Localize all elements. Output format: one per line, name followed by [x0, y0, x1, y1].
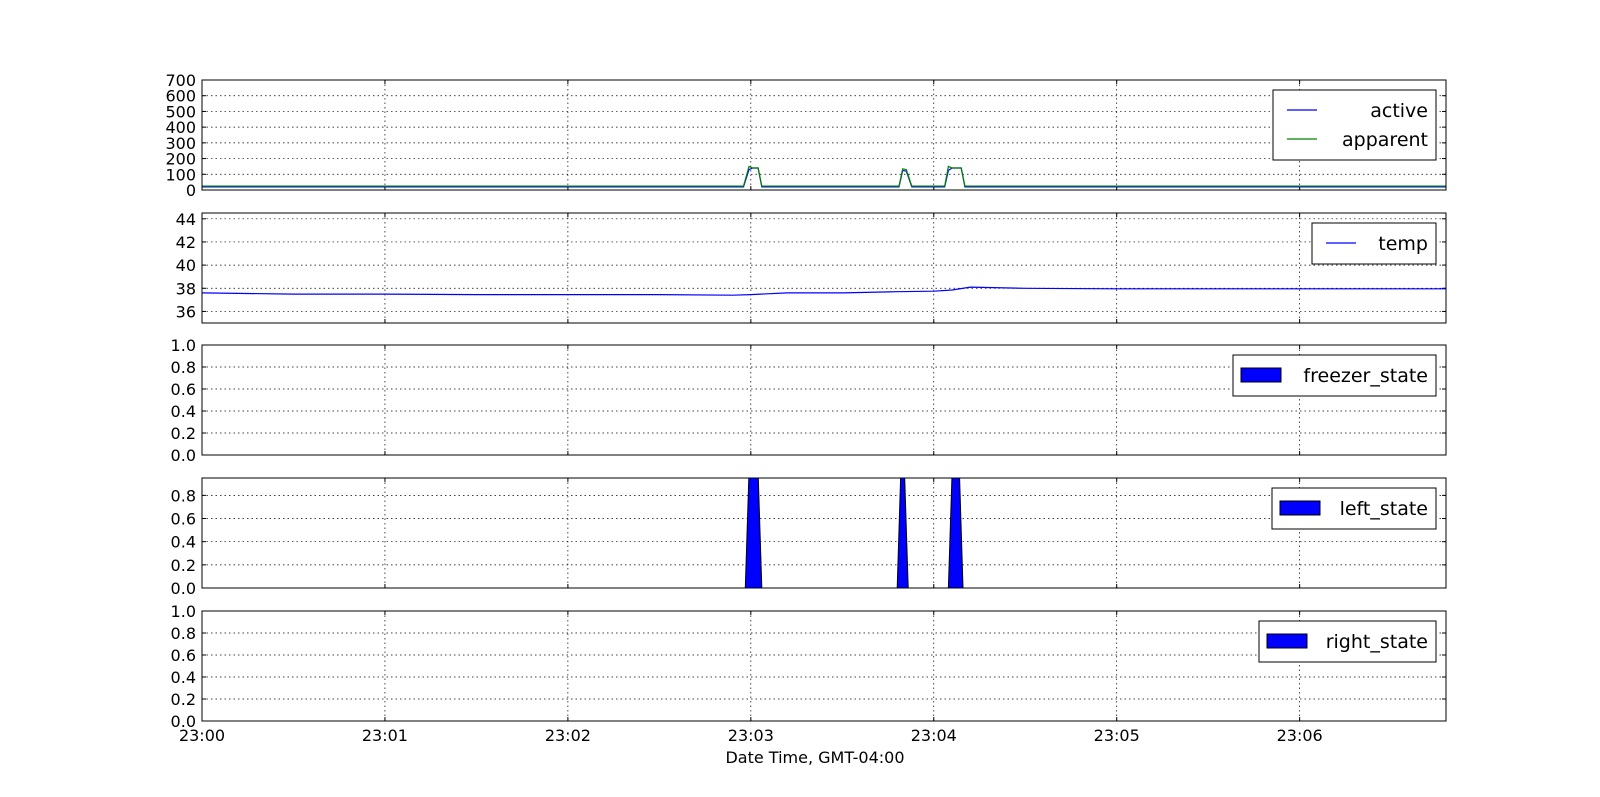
plot-area [202, 165, 1446, 188]
axes-frame [201, 344, 1447, 456]
legend: active apparent [1272, 89, 1437, 161]
plot-area [202, 478, 1446, 588]
y-tick-label: 40 [176, 256, 196, 275]
legend-label: apparent [1342, 129, 1428, 151]
legend-swatch [1279, 500, 1321, 516]
axes-frame [201, 477, 1447, 589]
x-tick-label: 23:03 [728, 726, 774, 745]
y-tick-label: 700 [165, 71, 196, 90]
y-tick-label: 0 [186, 181, 196, 200]
legend: right_state [1258, 620, 1437, 663]
x-tick-label: 23:06 [1277, 726, 1323, 745]
y-tick-label: 0.2 [171, 424, 196, 443]
y-tick-label: 400 [165, 118, 196, 137]
y-tick-label: 0.4 [171, 668, 196, 687]
subplot-2: 36 38 40 42 44 temp [176, 210, 1447, 324]
y-tick-label: 0.6 [171, 646, 196, 665]
y-tick-label: 0.2 [171, 690, 196, 709]
legend-label: active [1370, 100, 1428, 122]
legend-label: freezer_state [1303, 365, 1428, 387]
legend-label: left_state [1340, 498, 1428, 520]
y-tick-label: 600 [165, 87, 196, 106]
y-tick-label: 0.6 [171, 380, 196, 399]
series-area-left_state [202, 478, 1446, 588]
y-tick-label: 0.8 [171, 624, 196, 643]
y-tick-label: 0.4 [171, 533, 196, 552]
plot-area [202, 286, 1446, 296]
y-tick-label: 38 [176, 279, 196, 298]
x-tick-label: 23:05 [1094, 726, 1140, 745]
axes-frame [201, 212, 1447, 324]
legend: temp [1311, 222, 1437, 265]
y-tick-label: 1.0 [171, 602, 196, 621]
y-tick-label: 44 [176, 210, 196, 229]
y-tick-label: 200 [165, 150, 196, 169]
legend-label: temp [1378, 233, 1428, 255]
y-tick-label: 42 [176, 233, 196, 252]
y-tick-label: 0.8 [171, 358, 196, 377]
x-axis-label: Date Time, GMT-04:00 [725, 748, 904, 767]
y-tick-label: 0.0 [171, 446, 196, 465]
series-line-temp [202, 286, 1446, 296]
x-tick-labels: 23:00 23:01 23:02 23:03 23:04 23:05 23:06 [179, 726, 1323, 745]
legend: freezer_state [1232, 354, 1437, 397]
y-tick-label: 300 [165, 134, 196, 153]
y-tick-label: 0.8 [171, 486, 196, 505]
y-tick-label: 0.0 [171, 712, 196, 731]
y-tick-label: 0.6 [171, 510, 196, 529]
axes-frame [201, 610, 1447, 722]
x-tick-label: 23:04 [911, 726, 957, 745]
x-tick-label: 23:00 [179, 726, 225, 745]
legend-box [1272, 89, 1437, 161]
series-line-active [202, 167, 1446, 188]
subplot-3: 0.0 0.2 0.4 0.6 0.8 1.0 freezer_state [171, 336, 1447, 465]
x-tick-label: 23:01 [362, 726, 408, 745]
y-tick-label: 0.2 [171, 556, 196, 575]
series-line-apparent [202, 165, 1446, 187]
legend-label: right_state [1326, 631, 1428, 653]
y-tick-label: 1.0 [171, 336, 196, 355]
y-tick-label: 100 [165, 165, 196, 184]
x-tick-label: 23:02 [545, 726, 591, 745]
axes-frame [201, 79, 1447, 191]
legend-swatch [1240, 367, 1282, 383]
subplot-4: 0.0 0.2 0.4 0.6 0.8 left_state [171, 477, 1447, 598]
legend: left_state [1271, 487, 1437, 530]
y-tick-label: 0.4 [171, 402, 196, 421]
y-tick-label: 36 [176, 302, 196, 321]
legend-swatch [1266, 633, 1308, 649]
y-tick-label: 0.0 [171, 579, 196, 598]
subplot-5: 0.0 0.2 0.4 0.6 0.8 1.0 right_state [171, 602, 1447, 731]
y-tick-label: 500 [165, 102, 196, 121]
